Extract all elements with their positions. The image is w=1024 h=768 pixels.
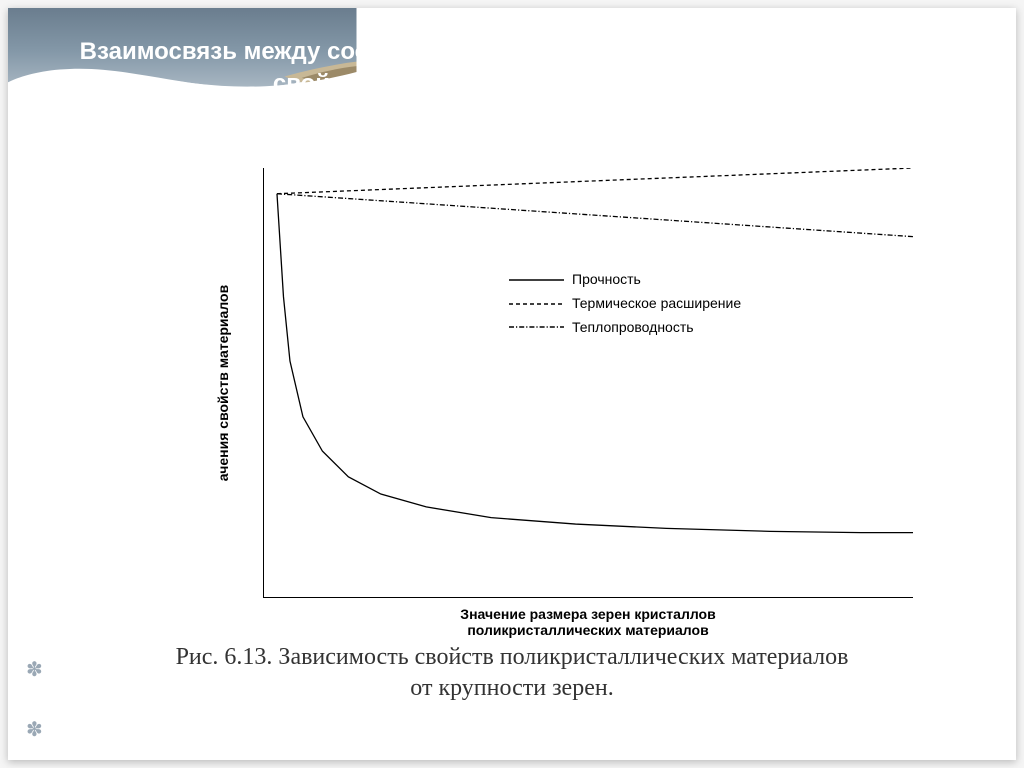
legend-swatch: [509, 273, 564, 287]
legend-swatch: [509, 320, 564, 334]
legend-item: Термическое расширение: [509, 292, 741, 316]
x-axis-label: Значение размера зерен кристаллов поликр…: [460, 606, 715, 638]
slide: Взаимосвязь между составом, микро-, макр…: [8, 8, 1016, 760]
plot-area: ПрочностьТермическое расширениеТеплопров…: [263, 168, 913, 598]
x-axis-label-line2: поликристаллических материалов: [460, 622, 715, 638]
series-Теплопроводность: [277, 194, 913, 237]
figure-caption: Рис. 6.13. Зависимость свойств поликрист…: [8, 642, 1016, 704]
legend-item: Теплопроводность: [509, 316, 741, 340]
series-Термическое расширение: [277, 168, 913, 194]
caption-line2: от крупности зерен.: [8, 673, 1016, 704]
bullet-icon: ✽: [26, 717, 43, 742]
legend-label: Теплопроводность: [572, 316, 694, 340]
slide-title: Взаимосвязь между составом, микро-, макр…: [8, 8, 1016, 101]
legend: ПрочностьТермическое расширениеТеплопров…: [509, 268, 741, 339]
series-Прочность: [277, 194, 913, 533]
legend-swatch: [509, 297, 564, 311]
x-axis-label-line1: Значение размера зерен кристаллов: [460, 606, 715, 622]
legend-label: Термическое расширение: [572, 292, 741, 316]
plot-svg: [264, 168, 913, 597]
legend-item: Прочность: [509, 268, 741, 292]
y-axis-label: ачения свойств материалов: [215, 285, 231, 481]
caption-line1: Рис. 6.13. Зависимость свойств поликрист…: [8, 642, 1016, 673]
legend-label: Прочность: [572, 268, 641, 292]
chart-container: ачения свойств материалов ПрочностьТерми…: [263, 168, 913, 598]
